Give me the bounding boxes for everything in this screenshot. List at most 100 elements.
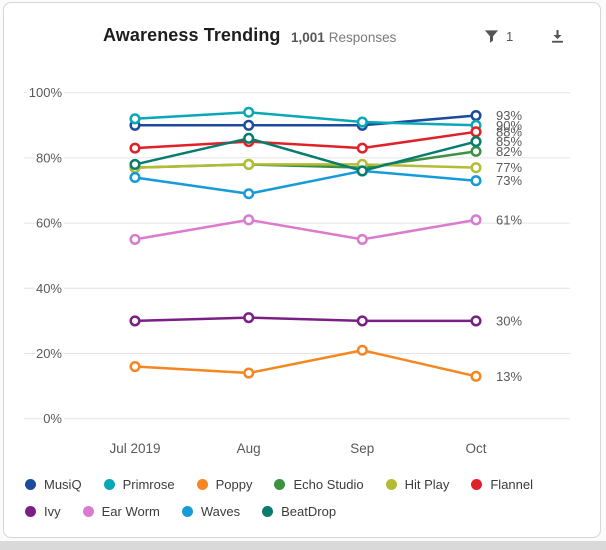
point-poppy-jul-2019[interactable] bbox=[129, 360, 141, 373]
point-beatdrop-jul-2019[interactable] bbox=[129, 158, 141, 170]
series-line-musiq bbox=[133, 114, 478, 127]
series-line-flannel bbox=[133, 130, 478, 150]
legend-item-primrose[interactable]: Primrose bbox=[103, 477, 175, 492]
end-label-poppy: 13% bbox=[496, 369, 522, 384]
point-waves-jul-2019[interactable] bbox=[129, 171, 141, 184]
legend-item-flannel[interactable]: Flannel bbox=[471, 477, 533, 492]
y-tick-label-0%: 0% bbox=[43, 411, 62, 426]
legend-item-poppy[interactable]: Poppy bbox=[196, 477, 253, 492]
x-tick-label-aug: Aug bbox=[237, 441, 261, 456]
end-label-waves: 73% bbox=[496, 173, 522, 188]
end-label-echo-studio: 82% bbox=[496, 144, 522, 159]
legend-label-hit-play: Hit Play bbox=[404, 477, 450, 492]
point-primrose-jul-2019[interactable] bbox=[129, 113, 141, 125]
series-line-ivy bbox=[133, 316, 478, 323]
responses-count: 1,001 bbox=[291, 30, 325, 45]
point-primrose-aug[interactable] bbox=[243, 106, 255, 118]
series-line-primrose bbox=[133, 111, 478, 127]
legend-label-poppy: Poppy bbox=[215, 477, 253, 492]
point-waves-oct[interactable] bbox=[470, 175, 482, 187]
point-echo-studio-oct[interactable] bbox=[470, 145, 482, 157]
point-hit-play-aug[interactable] bbox=[243, 158, 255, 170]
legend-row: Ivy Ear Worm Waves BeatDrop bbox=[25, 498, 590, 525]
point-musiq-oct[interactable] bbox=[470, 109, 482, 122]
legend-label-beatdrop: BeatDrop bbox=[281, 504, 337, 519]
point-ear-worm-jul-2019[interactable] bbox=[129, 233, 141, 245]
legend-item-echo-studio[interactable]: Echo Studio bbox=[274, 477, 364, 492]
legend-swatch-flannel bbox=[471, 479, 483, 490]
point-poppy-aug[interactable] bbox=[243, 367, 255, 379]
y-tick-label-40%: 40% bbox=[36, 281, 62, 296]
y-tick-label-bg bbox=[35, 214, 64, 232]
end-label-ivy: 30% bbox=[496, 313, 522, 328]
x-tick-label-jul-2019: Jul 2019 bbox=[109, 441, 160, 456]
y-tick-label-60%: 60% bbox=[36, 216, 62, 231]
point-ivy-jul-2019[interactable] bbox=[129, 315, 141, 327]
y-tick-label-80%: 80% bbox=[36, 150, 62, 165]
point-waves-aug[interactable] bbox=[243, 188, 255, 200]
point-beatdrop-oct[interactable] bbox=[470, 136, 482, 148]
legend-label-primrose: Primrose bbox=[122, 477, 175, 492]
point-ear-worm-sep[interactable] bbox=[356, 233, 368, 245]
legend-item-hit-play[interactable]: Hit Play bbox=[385, 477, 450, 492]
point-ear-worm-oct[interactable] bbox=[470, 214, 482, 226]
chart-legend: MusiQ Primrose Poppy Echo Studio Hit Play Fla… bbox=[25, 471, 590, 525]
y-tick-label-bg bbox=[42, 410, 64, 428]
legend-swatch-hit-play bbox=[385, 479, 397, 490]
point-poppy-oct[interactable] bbox=[470, 370, 482, 382]
responses-label: Responses bbox=[328, 30, 397, 45]
x-tick-label-oct: Oct bbox=[465, 441, 486, 456]
end-label-musiq: 93% bbox=[496, 108, 522, 123]
point-hit-play-oct[interactable] bbox=[470, 162, 482, 174]
download-button[interactable] bbox=[550, 29, 565, 44]
legend-swatch-primrose bbox=[103, 479, 115, 490]
point-ivy-aug[interactable] bbox=[243, 312, 255, 324]
legend-swatch-beatdrop bbox=[262, 506, 274, 517]
end-label-flannel: 88% bbox=[496, 124, 522, 139]
series-line-poppy bbox=[133, 348, 478, 378]
point-flannel-jul-2019[interactable] bbox=[129, 142, 141, 154]
point-ivy-oct[interactable] bbox=[470, 315, 482, 327]
legend-item-musiq[interactable]: MusiQ bbox=[25, 477, 82, 492]
point-musiq-aug[interactable] bbox=[243, 119, 255, 131]
filter-button[interactable]: 1 bbox=[484, 29, 513, 44]
download-arrow-icon bbox=[552, 29, 563, 43]
point-ear-worm-aug[interactable] bbox=[243, 214, 255, 226]
legend-label-musiq: MusiQ bbox=[44, 477, 82, 492]
legend-label-echo-studio: Echo Studio bbox=[293, 477, 364, 492]
legend-item-waves[interactable]: Waves bbox=[181, 504, 241, 519]
legend-swatch-poppy bbox=[196, 479, 208, 490]
series-line-ear-worm bbox=[133, 218, 478, 241]
series-line-hit-play bbox=[133, 163, 478, 169]
end-label-ear-worm: 61% bbox=[496, 212, 522, 227]
point-ivy-sep[interactable] bbox=[356, 315, 368, 327]
legend-swatch-echo-studio bbox=[274, 479, 286, 490]
legend-label-ear-worm: Ear Worm bbox=[101, 504, 160, 519]
point-flannel-oct[interactable] bbox=[470, 126, 482, 138]
bottom-strip bbox=[0, 541, 606, 550]
point-poppy-sep[interactable] bbox=[356, 344, 368, 356]
legend-row: MusiQ Primrose Poppy Echo Studio Hit Play Fla… bbox=[25, 471, 590, 498]
point-primrose-sep[interactable] bbox=[356, 116, 368, 128]
legend-item-beatdrop[interactable]: BeatDrop bbox=[262, 504, 336, 519]
legend-item-ear-worm[interactable]: Ear Worm bbox=[82, 504, 160, 519]
legend-label-waves: Waves bbox=[200, 504, 241, 519]
y-tick-label-bg bbox=[35, 149, 64, 167]
legend-label-flannel: Flannel bbox=[490, 477, 533, 492]
legend-swatch-waves bbox=[181, 506, 193, 517]
point-flannel-sep[interactable] bbox=[356, 142, 368, 154]
y-tick-label-100%: 100% bbox=[29, 85, 63, 100]
page-title: Awareness Trending bbox=[103, 25, 281, 45]
legend-item-ivy[interactable]: Ivy bbox=[25, 504, 61, 519]
legend-swatch-ear-worm bbox=[82, 506, 94, 517]
y-tick-label-bg bbox=[27, 84, 65, 102]
point-beatdrop-aug[interactable] bbox=[243, 132, 255, 144]
y-tick-label-bg bbox=[35, 345, 64, 362]
series-line-waves bbox=[133, 169, 478, 196]
end-label-primrose: 90% bbox=[496, 118, 522, 133]
x-tick-label-sep: Sep bbox=[350, 441, 374, 456]
point-beatdrop-sep[interactable] bbox=[356, 165, 368, 177]
awareness-trending-card: Awareness Trending 1,001 Responses 1 Musi… bbox=[3, 2, 601, 538]
end-label-beatdrop: 85% bbox=[496, 134, 522, 149]
